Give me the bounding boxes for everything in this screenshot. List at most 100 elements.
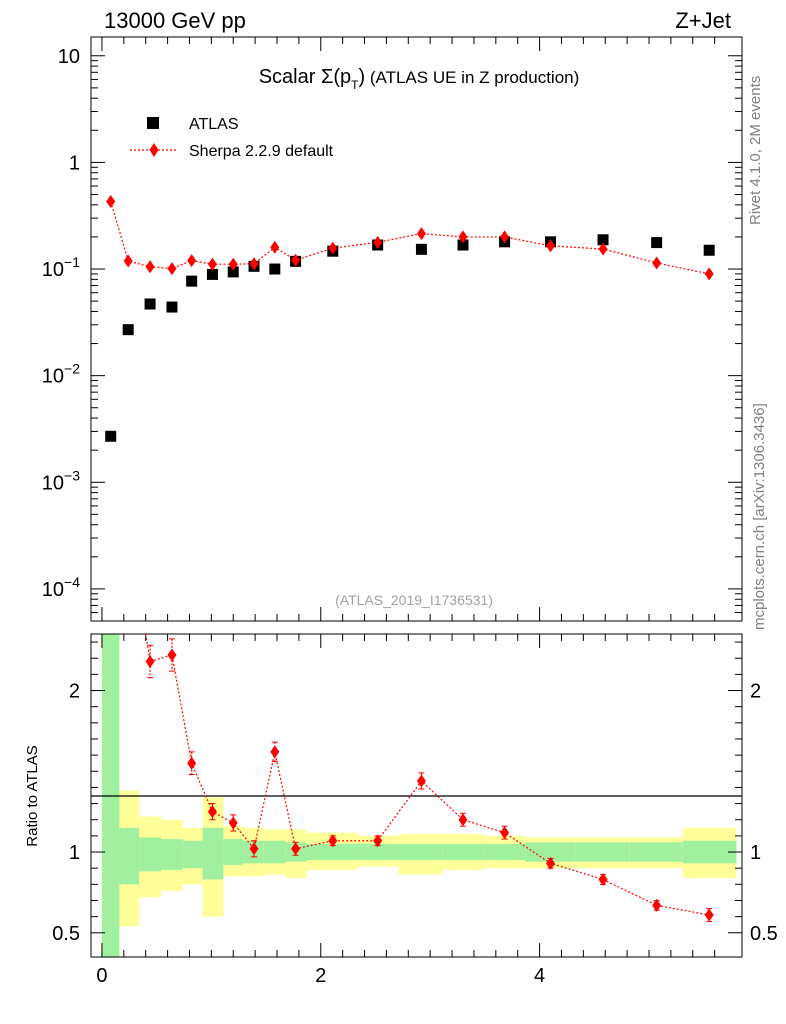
inner-band-bin bbox=[161, 839, 183, 870]
ratio-point bbox=[270, 745, 280, 759]
ratio-y-tick-label: 2 bbox=[69, 681, 80, 703]
legend-atlas-marker bbox=[147, 117, 159, 129]
rivet-label: Rivet 4.1.0, 2M events bbox=[747, 76, 764, 225]
atlas-point bbox=[186, 275, 198, 287]
mc-point bbox=[458, 230, 468, 244]
atlas-point bbox=[166, 301, 178, 313]
process-label: Z+Jet bbox=[675, 8, 731, 33]
mc-point bbox=[546, 239, 556, 253]
inner-band-bin bbox=[575, 842, 630, 862]
atlas-point bbox=[457, 239, 469, 251]
atlas-point bbox=[415, 243, 427, 255]
main-y-tick-label: 10−3 bbox=[42, 467, 80, 494]
ratio-point bbox=[328, 834, 338, 848]
main-y-ticks: 10 1 10−1 10−2 10−3 10−4 bbox=[42, 46, 742, 622]
analysis-label: (ATLAS_2019_I1736531) bbox=[335, 592, 493, 608]
ratio-point bbox=[704, 908, 714, 922]
inner-band-bin bbox=[629, 842, 683, 862]
inner-band-bin bbox=[223, 839, 244, 865]
atlas-point bbox=[122, 324, 134, 336]
mc-point bbox=[207, 257, 217, 271]
inner-band-bin bbox=[398, 843, 443, 861]
main-frame bbox=[90, 36, 743, 622]
main-x-ticks bbox=[101, 37, 716, 621]
ratio-data-layer bbox=[145, 633, 714, 922]
mc-point bbox=[598, 242, 608, 256]
inner-band-bin bbox=[442, 843, 484, 861]
legend-sherpa-marker bbox=[149, 143, 159, 157]
atlas-point bbox=[597, 234, 609, 246]
ratio-point bbox=[249, 842, 259, 856]
ratio-point bbox=[373, 834, 383, 848]
inner-band-bin bbox=[525, 842, 576, 862]
main-y-tick-label: 10−1 bbox=[42, 254, 80, 281]
inner-band-bin bbox=[139, 837, 162, 872]
ratio-line-lead bbox=[145, 633, 151, 662]
mc-line bbox=[110, 201, 710, 275]
title-subscript: T bbox=[351, 78, 359, 92]
mc-point bbox=[328, 241, 338, 255]
main-y-tick-label: 10−4 bbox=[42, 574, 80, 601]
ratio-point bbox=[187, 756, 197, 770]
inner-band-bin bbox=[119, 827, 140, 885]
mc-point bbox=[167, 262, 177, 276]
mc-point bbox=[228, 257, 238, 271]
title-sigma: Σ(p bbox=[321, 66, 351, 88]
mc-point bbox=[106, 194, 116, 208]
ratio-point bbox=[500, 826, 510, 840]
source-label: mcplots.cern.ch [arXiv:1306.3436] bbox=[751, 403, 768, 630]
main-y-tick-label: 10 bbox=[58, 46, 80, 68]
mc-point bbox=[270, 240, 280, 254]
energy-label: 13000 GeV pp bbox=[104, 8, 246, 33]
ratio-y-tick-label-right: 1 bbox=[750, 842, 761, 864]
ratio-y-tick-label: 0.5 bbox=[52, 923, 80, 945]
inner-band-bin bbox=[357, 843, 399, 861]
ratio-point bbox=[416, 774, 426, 788]
ratio-point bbox=[652, 898, 662, 912]
inner-band-bin bbox=[263, 840, 286, 864]
legend-sherpa-label: Sherpa 2.2.9 default bbox=[189, 143, 334, 160]
atlas-point bbox=[227, 266, 239, 278]
title-close: ) bbox=[358, 66, 365, 88]
ratio-x-tick-label: 2 bbox=[315, 965, 326, 987]
legend: ATLAS Sherpa 2.2.9 default bbox=[130, 116, 334, 160]
ratio-point bbox=[291, 842, 301, 856]
inner-band-bin bbox=[182, 840, 203, 869]
mc-point bbox=[652, 256, 662, 270]
ratio-panel: 0.5 0.5 1 1 2 2 0 2 4 Ratio to ATLAS bbox=[24, 633, 778, 987]
ratio-point bbox=[546, 856, 556, 870]
ratio-y-tick-label: 1 bbox=[69, 842, 80, 864]
inner-band-bin bbox=[306, 843, 358, 861]
ratio-y-tick-label-right: 2 bbox=[750, 681, 761, 703]
mc-point bbox=[373, 235, 383, 249]
title-rest: (ATLAS UE in Z production) bbox=[365, 68, 579, 87]
mc-point bbox=[187, 254, 197, 268]
ratio-y-label: Ratio to ATLAS bbox=[24, 745, 41, 846]
main-y-tick-label: 10−2 bbox=[42, 361, 80, 388]
mc-point bbox=[145, 260, 155, 274]
title-main: Scalar bbox=[259, 66, 321, 88]
mc-point bbox=[704, 267, 714, 281]
ratio-uncertainty-bands bbox=[101, 634, 737, 957]
chart-title: Scalar Σ(pT) (ATLAS UE in Z production) bbox=[259, 66, 580, 92]
atlas-point bbox=[703, 244, 715, 256]
main-panel: 10 1 10−1 10−2 10−3 10−4 Scalar Σ(pT) (ATLAS … bbox=[42, 36, 743, 622]
mc-point bbox=[500, 230, 510, 244]
legend-atlas-label: ATLAS bbox=[189, 116, 239, 133]
atlas-point bbox=[206, 268, 218, 280]
ratio-x-tick-label: 4 bbox=[534, 965, 545, 987]
atlas-point bbox=[269, 263, 281, 275]
ratio-point bbox=[458, 813, 468, 827]
inner-band-bin bbox=[202, 827, 224, 880]
ratio-ticks: 0.5 0.5 1 1 2 2 0 2 4 bbox=[52, 634, 778, 987]
ratio-x-tick-label: 0 bbox=[96, 965, 107, 987]
ratio-point bbox=[145, 654, 155, 668]
ratio-point bbox=[598, 872, 608, 886]
mc-point bbox=[291, 253, 301, 267]
main-y-tick-label: 1 bbox=[69, 152, 80, 174]
ratio-frame bbox=[90, 633, 743, 958]
ratio-point bbox=[167, 648, 177, 662]
mc-point bbox=[249, 257, 259, 271]
atlas-point bbox=[651, 237, 663, 249]
